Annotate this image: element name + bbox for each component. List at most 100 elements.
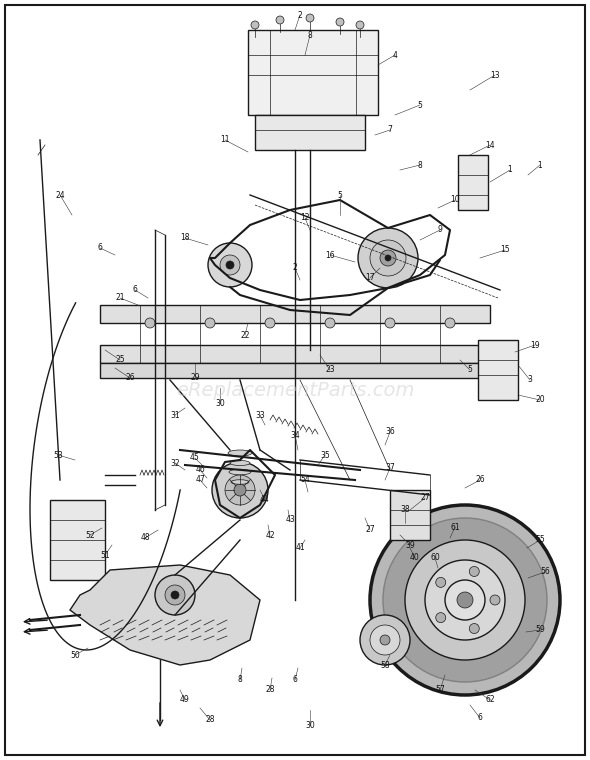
Circle shape	[385, 318, 395, 328]
Text: 30: 30	[305, 720, 315, 730]
Text: 33: 33	[255, 410, 265, 420]
Text: 9: 9	[438, 226, 442, 235]
Circle shape	[445, 318, 455, 328]
Circle shape	[436, 613, 445, 622]
Text: 40: 40	[410, 553, 420, 562]
Text: 26: 26	[475, 476, 485, 485]
Circle shape	[370, 505, 560, 695]
Text: 4: 4	[392, 50, 398, 59]
Text: 27: 27	[420, 493, 430, 502]
Circle shape	[356, 21, 364, 29]
Circle shape	[306, 14, 314, 22]
Text: 27: 27	[365, 525, 375, 534]
Polygon shape	[70, 565, 260, 665]
Text: 12: 12	[300, 214, 310, 223]
Text: 47: 47	[195, 476, 205, 485]
Bar	[100, 345, 490, 363]
Text: 14: 14	[485, 141, 495, 150]
Text: 61: 61	[450, 523, 460, 531]
Circle shape	[436, 578, 445, 587]
Text: 16: 16	[325, 251, 335, 259]
Circle shape	[234, 484, 246, 496]
Circle shape	[171, 591, 179, 599]
Text: 41: 41	[295, 543, 305, 553]
Circle shape	[425, 560, 505, 640]
Text: 52: 52	[85, 530, 95, 540]
Text: 42: 42	[265, 530, 275, 540]
Text: 25: 25	[115, 356, 125, 365]
Circle shape	[380, 250, 396, 266]
Circle shape	[385, 255, 391, 261]
Text: 57: 57	[435, 686, 445, 695]
Text: 6: 6	[477, 714, 483, 723]
Ellipse shape	[229, 469, 251, 475]
Text: 1: 1	[537, 160, 542, 169]
Text: 58: 58	[380, 660, 390, 670]
Circle shape	[226, 261, 234, 269]
Text: 26: 26	[125, 373, 135, 382]
Circle shape	[276, 16, 284, 24]
Bar	[458, 155, 488, 210]
Circle shape	[212, 462, 268, 518]
Circle shape	[490, 595, 500, 605]
Circle shape	[405, 540, 525, 660]
Text: 20: 20	[535, 395, 545, 404]
Text: 7: 7	[388, 125, 392, 135]
Text: 2: 2	[297, 11, 302, 20]
Text: 31: 31	[170, 410, 180, 420]
Bar	[100, 363, 490, 378]
Circle shape	[145, 318, 155, 328]
Text: 23: 23	[325, 366, 335, 375]
Bar	[390, 490, 430, 540]
Text: 5: 5	[337, 191, 342, 200]
Circle shape	[383, 518, 547, 682]
Circle shape	[220, 255, 240, 275]
Text: 39: 39	[405, 540, 415, 549]
Bar	[255, 115, 365, 150]
Circle shape	[251, 21, 259, 29]
Text: 34: 34	[290, 430, 300, 439]
Circle shape	[370, 625, 400, 655]
Circle shape	[469, 623, 479, 634]
Circle shape	[208, 243, 252, 287]
Text: 21: 21	[115, 293, 124, 302]
Text: 8: 8	[238, 676, 242, 685]
Text: 32: 32	[170, 458, 180, 467]
Text: 56: 56	[540, 568, 550, 577]
Text: 60: 60	[430, 553, 440, 562]
Text: 36: 36	[385, 427, 395, 436]
Bar	[100, 305, 490, 323]
Text: 43: 43	[285, 515, 295, 524]
Text: 2: 2	[293, 264, 297, 273]
Circle shape	[445, 580, 485, 620]
Circle shape	[165, 585, 185, 605]
Bar	[478, 340, 518, 400]
Text: 50: 50	[70, 651, 80, 660]
Text: 29: 29	[190, 373, 200, 382]
Text: 62: 62	[485, 695, 495, 705]
Text: 24: 24	[55, 191, 65, 200]
Bar	[50, 500, 105, 580]
Text: 17: 17	[365, 274, 375, 283]
Circle shape	[336, 18, 344, 26]
Text: 46: 46	[195, 465, 205, 474]
Ellipse shape	[231, 480, 249, 484]
Circle shape	[358, 228, 418, 288]
Circle shape	[380, 635, 390, 645]
Text: 55: 55	[535, 536, 545, 544]
Text: 8: 8	[307, 30, 312, 40]
Circle shape	[360, 615, 410, 665]
Text: 54: 54	[300, 476, 310, 485]
Ellipse shape	[228, 450, 252, 456]
Text: 22: 22	[240, 331, 250, 340]
Text: 11: 11	[220, 135, 230, 144]
Text: 6: 6	[133, 286, 137, 295]
Text: 5: 5	[467, 366, 473, 375]
Circle shape	[457, 592, 473, 608]
Circle shape	[225, 475, 255, 505]
Text: 18: 18	[181, 233, 190, 242]
Text: 37: 37	[385, 464, 395, 473]
Circle shape	[325, 318, 335, 328]
Text: eReplacementParts.com: eReplacementParts.com	[176, 381, 414, 400]
Text: 28: 28	[266, 686, 275, 695]
